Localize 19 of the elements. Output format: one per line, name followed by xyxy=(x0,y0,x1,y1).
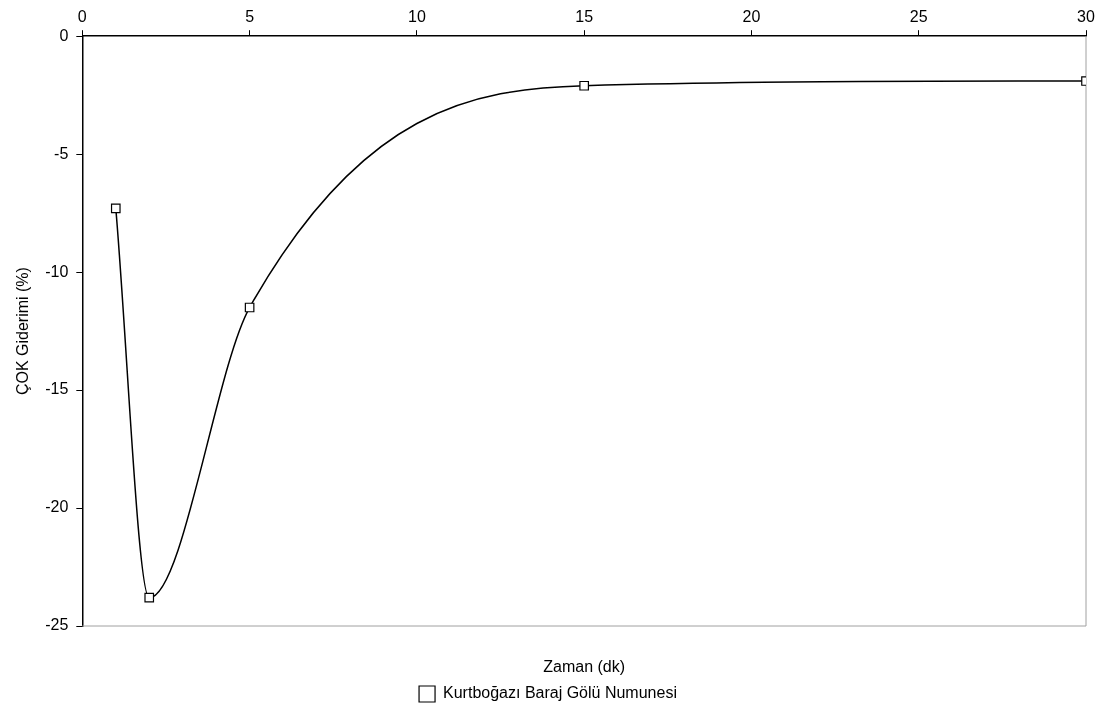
point xyxy=(144,592,155,603)
x-tick-label: 15 xyxy=(575,8,594,26)
point xyxy=(110,203,121,214)
y-tick-label: 0 xyxy=(59,26,69,44)
y-tick-label: -20 xyxy=(45,498,69,516)
y-tick-label: -10 xyxy=(45,262,69,280)
y-tick-label: -5 xyxy=(54,144,69,162)
x-tick-label: 10 xyxy=(407,8,426,26)
x-tick-label: 25 xyxy=(909,8,928,26)
x-axis-title: Zaman (dk) xyxy=(543,658,626,676)
x-tick-label: 30 xyxy=(1077,8,1095,26)
x-tick-label: 20 xyxy=(742,8,761,26)
point xyxy=(579,80,590,91)
y-tick-label: -15 xyxy=(45,380,69,398)
legend-label: Kurtboğazı Baraj Gölü Numunesi xyxy=(443,684,677,702)
y-tick-label: -25 xyxy=(45,616,69,634)
x-tick-label: 5 xyxy=(245,8,255,26)
y-axis-title: ÇOK Giderimi (%) xyxy=(14,267,32,396)
x-tick-label: 0 xyxy=(77,8,87,26)
